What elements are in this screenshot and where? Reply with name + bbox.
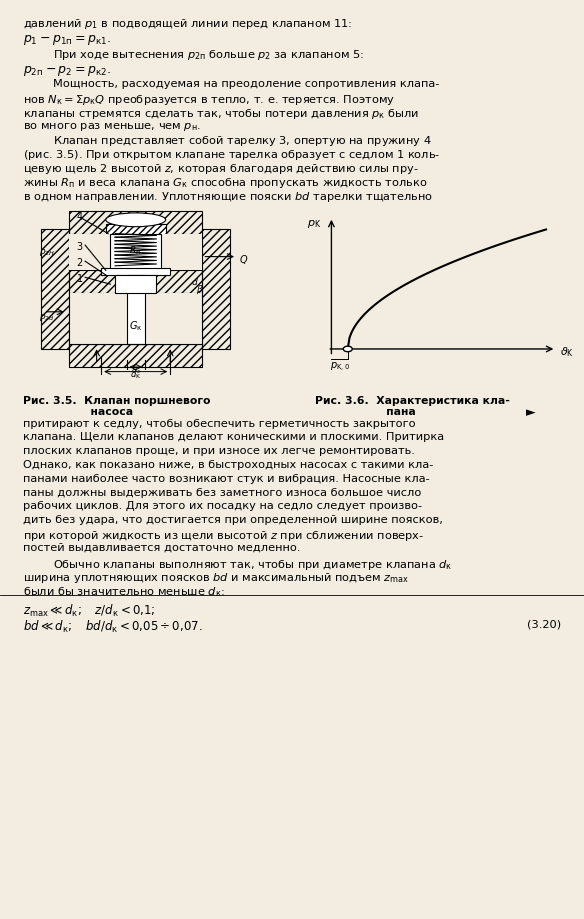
Bar bbox=[101, 268, 171, 276]
Circle shape bbox=[343, 346, 352, 352]
Text: $p_{\rm K,0}$: $p_{\rm K,0}$ bbox=[329, 360, 350, 373]
Text: (3.20): (3.20) bbox=[527, 618, 561, 629]
Text: $p_{2d}$: $p_{2d}$ bbox=[39, 312, 55, 323]
Text: $Q$: $Q$ bbox=[239, 253, 249, 267]
Text: $p_1 - p_{1\text{п}} = p_{\text{к1}}.$: $p_1 - p_{1\text{п}} = p_{\text{к1}}.$ bbox=[23, 33, 112, 47]
Bar bbox=[106, 225, 166, 239]
Text: Клапан представляет собой тарелку $\mathit{3}$, опертую на пружину $\mathit{4}$: Клапан представляет собой тарелку $\math… bbox=[53, 134, 431, 148]
Bar bbox=[115, 276, 157, 294]
Text: $3$: $3$ bbox=[76, 240, 84, 252]
Text: $d_{\rm K}$: $d_{\rm K}$ bbox=[130, 368, 141, 380]
Text: ►: ► bbox=[526, 406, 535, 419]
Text: во много раз меньше, чем $p_{\text{н}}$.: во много раз меньше, чем $p_{\text{н}}$. bbox=[23, 120, 201, 132]
Bar bbox=[69, 211, 203, 234]
Text: $z_{\text{max}} \ll d_{\text{к}};\quad z/d_{\text{к}} < 0{,}1;$: $z_{\text{max}} \ll d_{\text{к}};\quad z… bbox=[23, 602, 156, 618]
Bar bbox=[110, 234, 161, 271]
Text: паны должны выдерживать без заметного износа большое число: паны должны выдерживать без заметного из… bbox=[23, 487, 422, 497]
Text: $R_{\rm п}$: $R_{\rm п}$ bbox=[129, 244, 141, 256]
Text: Однако, как показано ниже, в быстроходных насосах с такими кла-: Однако, как показано ниже, в быстроходны… bbox=[23, 460, 434, 470]
Text: дить без удара, что достигается при определенной ширине поясков,: дить без удара, что достигается при опре… bbox=[23, 515, 443, 525]
Text: $bd \ll d_{\text{к}};\quad bd/d_{\text{к}} < 0{,}05 \div 0{,}07.$: $bd \ll d_{\text{к}};\quad bd/d_{\text{к… bbox=[23, 618, 203, 634]
Text: постей выдавливается достаточно медленно.: постей выдавливается достаточно медленно… bbox=[23, 542, 301, 552]
Text: клапаны стремятся сделать так, чтобы потери давления $p_{\text{к}}$ были: клапаны стремятся сделать так, чтобы пот… bbox=[23, 107, 420, 120]
Text: $2$: $2$ bbox=[76, 255, 83, 268]
Bar bbox=[203, 230, 230, 349]
Bar bbox=[106, 216, 166, 234]
Bar bbox=[127, 276, 145, 345]
Bar bbox=[69, 345, 203, 368]
Text: $4$: $4$ bbox=[76, 210, 84, 222]
Bar bbox=[69, 234, 203, 271]
Text: жины $R_{\text{п}}$ и веса клапана $G_{\text{к}}$ способна пропускать жидкость т: жины $R_{\text{п}}$ и веса клапана $G_{\… bbox=[23, 176, 427, 189]
Text: $a_c$: $a_c$ bbox=[131, 365, 141, 376]
Text: $\beta$: $\beta$ bbox=[196, 283, 203, 296]
Text: были бы значительно меньше $d_{\text{к}}$:: были бы значительно меньше $d_{\text{к}}… bbox=[23, 584, 225, 598]
Text: $\vartheta_{\rm K}$: $\vartheta_{\rm K}$ bbox=[561, 346, 575, 359]
Text: $1$: $1$ bbox=[76, 272, 83, 284]
Text: плоских клапанов проще, и при износе их легче ремонтировать.: плоских клапанов проще, и при износе их … bbox=[23, 446, 415, 456]
Text: панами наиболее часто возникают стук и вибрация. Насосные кла-: панами наиболее часто возникают стук и в… bbox=[23, 473, 430, 483]
Text: нов $N_{\text{к}} = \Sigma p_{\text{к}}Q$ преобразуется в тепло, т. е. теряется.: нов $N_{\text{к}} = \Sigma p_{\text{к}}Q… bbox=[23, 93, 395, 107]
Text: Рис. 3.5.  Клапан поршневого
                  насоса: Рис. 3.5. Клапан поршневого насоса bbox=[23, 395, 211, 416]
Text: ширина уплотняющих поясков $\mathit{bd}$ и максимальный подъем $z_{\text{max}}$: ширина уплотняющих поясков $\mathit{bd}$… bbox=[23, 571, 409, 584]
Text: $G_{\rm к}$: $G_{\rm к}$ bbox=[129, 319, 142, 333]
Text: $d$: $d$ bbox=[191, 276, 199, 287]
Bar bbox=[69, 271, 203, 294]
Text: $p_{2\text{п}} - p_2 = p_{\text{к2}}.$: $p_{2\text{п}} - p_2 = p_{\text{к2}}.$ bbox=[23, 64, 112, 78]
Text: притирают к седлу, чтобы обеспечить герметичность закрытого: притирают к седлу, чтобы обеспечить герм… bbox=[23, 418, 416, 428]
Text: клапана. Щели клапанов делают коническими и плоскими. Притирка: клапана. Щели клапанов делают коническим… bbox=[23, 432, 444, 442]
Bar bbox=[41, 230, 69, 349]
Text: при которой жидкость из щели высотой $z$ при сближении поверх-: при которой жидкость из щели высотой $z$… bbox=[23, 528, 425, 542]
Text: рабочих циклов. Для этого их посадку на седло следует произво-: рабочих циклов. Для этого их посадку на … bbox=[23, 501, 422, 511]
Ellipse shape bbox=[106, 213, 166, 227]
Text: цевую щель $\mathit{2}$ высотой $z$, которая благодаря действию силы пру-: цевую щель $\mathit{2}$ высотой $z$, кот… bbox=[23, 162, 419, 176]
Text: давлений $p_1$ в подводящей линии перед клапаном $\mathit{11}$:: давлений $p_1$ в подводящей линии перед … bbox=[23, 17, 353, 30]
Text: При ходе вытеснения $p_{2\text{п}}$ больше $p_2$ за клапаном $\mathit{5}$:: При ходе вытеснения $p_{2\text{п}}$ боль… bbox=[53, 48, 364, 62]
Text: в одном направлении. Уплотняющие пояски $\mathit{bd}$ тарелки тщательно: в одном направлении. Уплотняющие пояски … bbox=[23, 189, 433, 203]
Text: (рис. 3.5). При открытом клапане тарелка образует с седлом $\mathit{1}$ коль-: (рис. 3.5). При открытом клапане тарелка… bbox=[23, 148, 441, 162]
Text: Мощность, расходуемая на преодоление сопротивления клапа-: Мощность, расходуемая на преодоление соп… bbox=[53, 79, 439, 89]
Text: Обычно клапаны выполняют так, чтобы при диаметре клапана $d_{\text{к}}$: Обычно клапаны выполняют так, чтобы при … bbox=[53, 557, 452, 571]
Text: $p_{\rm K}$: $p_{\rm K}$ bbox=[307, 218, 321, 230]
Text: Рис. 3.6.  Характеристика кла-
                   пана: Рис. 3.6. Характеристика кла- пана bbox=[315, 395, 510, 416]
Text: $p_{2H}$: $p_{2H}$ bbox=[39, 247, 55, 258]
Bar bbox=[69, 294, 203, 345]
